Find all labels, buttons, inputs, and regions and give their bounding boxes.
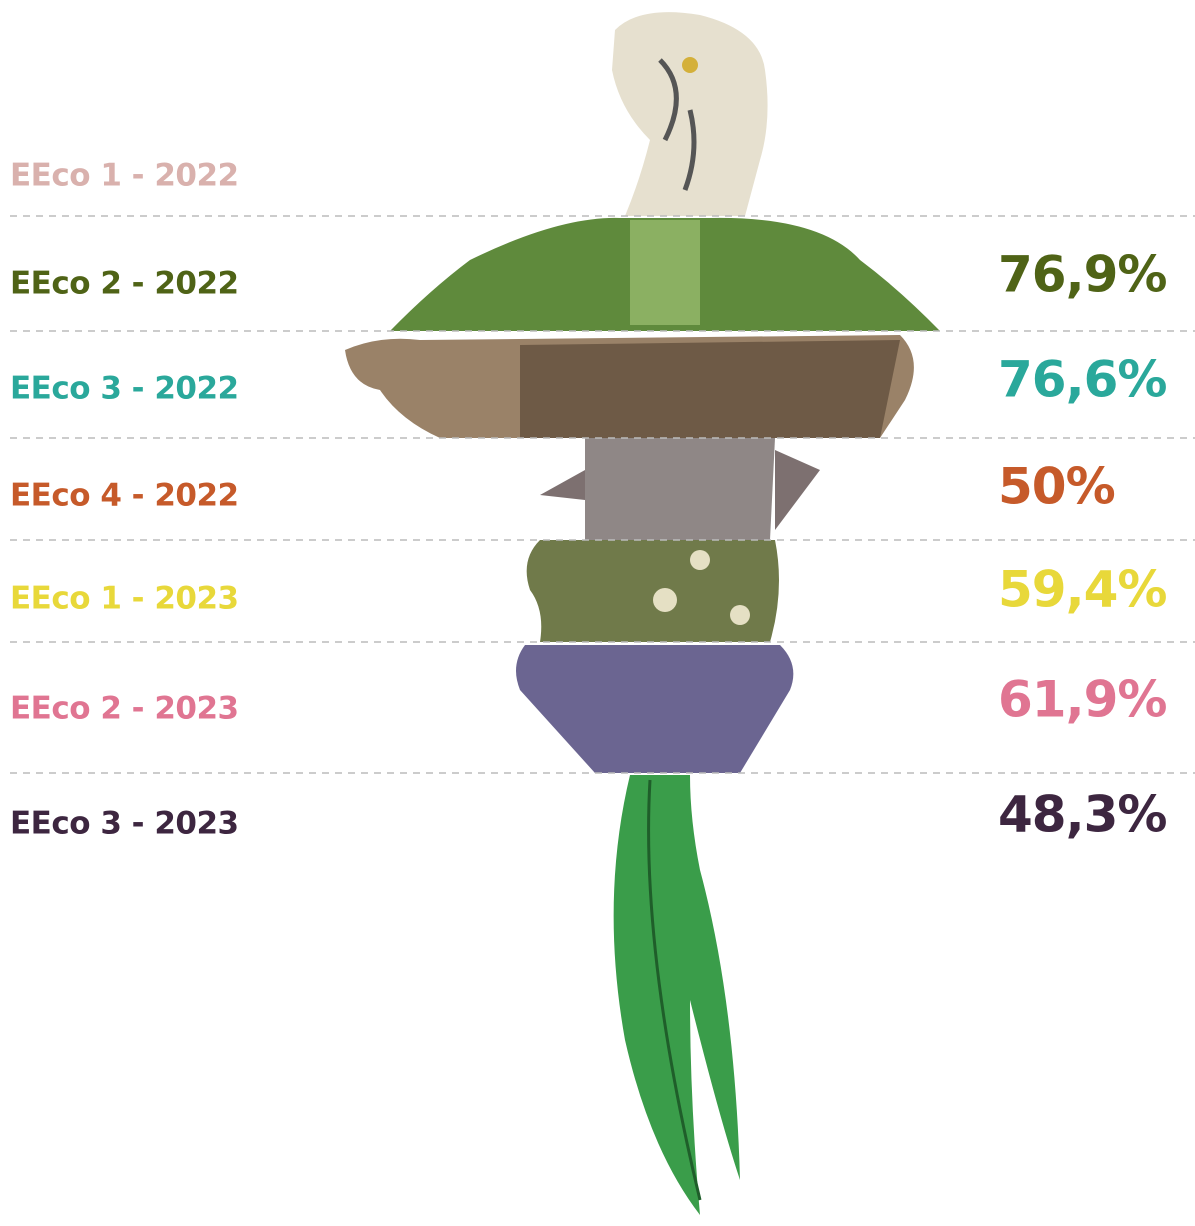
row-label: EEco 3 - 2022 [10,371,239,407]
row-value: 59,4% [998,561,1166,619]
fish [585,438,775,540]
ray [516,645,793,773]
spot [690,550,710,570]
moth-body [630,220,700,325]
quoll [527,540,779,642]
feathers [520,340,900,438]
row-value: 48,3% [998,786,1166,844]
row-label: EEco 2 - 2023 [10,691,239,727]
spot [730,605,750,625]
collage [345,12,940,1215]
row-label: EEco 1 - 2023 [10,581,239,617]
cat-eye [682,57,698,73]
row-value: 76,9% [998,246,1166,304]
tail-feathers [614,775,740,1215]
row-value: 76,6% [998,351,1166,409]
row-label: EEco 1 - 2022 [10,158,239,194]
spot [653,588,677,612]
row-value: 61,9% [998,671,1166,729]
row-value: 50% [998,458,1115,516]
row-label: EEco 3 - 2023 [10,806,239,842]
row-label: EEco 4 - 2022 [10,478,239,514]
infographic: EEco 1 - 2022 EEco 2 - 2022 76,9% EEco 3 - … [0,0,1195,1222]
row-label: EEco 2 - 2022 [10,266,239,302]
